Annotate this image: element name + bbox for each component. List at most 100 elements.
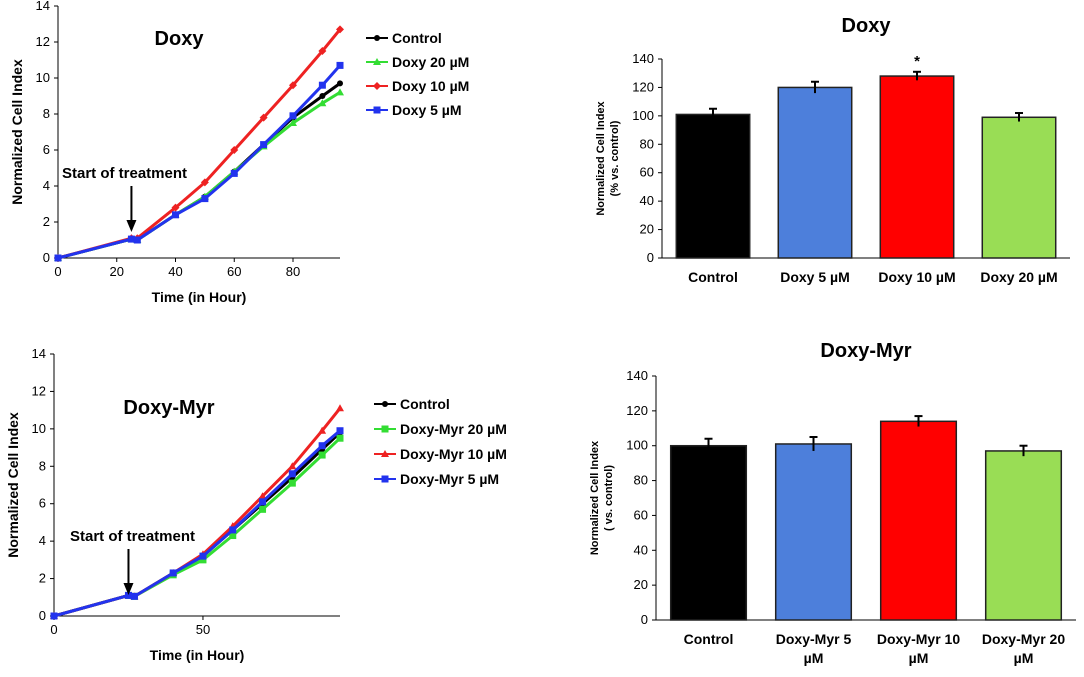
- doxy-myr-line-data-point: [229, 526, 237, 534]
- doxy-myr-bar-category-label: Doxy-Myr 5: [776, 631, 852, 647]
- doxy-myr-bar-category-label: Doxy-Myr 20: [982, 631, 1065, 647]
- doxy-line-data-point: [200, 178, 209, 187]
- doxy-myr-line-y-tick-label: 10: [32, 421, 46, 436]
- doxy-line-data-point: [289, 112, 297, 120]
- doxy-line-data-point: [336, 88, 344, 96]
- doxy-myr-line-x-tick-label: 50: [196, 622, 210, 637]
- doxy-myr-bar-y-tick-label: 0: [641, 612, 648, 627]
- doxy-myr-line-data-point: [199, 556, 207, 564]
- doxy-myr-line-data-point: [259, 505, 267, 513]
- doxy-line-data-point: [289, 119, 297, 126]
- doxy-bar-category-label: Doxy 5 µM: [780, 269, 850, 285]
- doxy-line-data-point: [336, 61, 344, 69]
- doxy-myr-line-data-point: [336, 427, 344, 435]
- doxy-line-legend-marker: [373, 82, 381, 90]
- doxy-bar-y-tick-label: 120: [632, 79, 654, 94]
- doxy-line-legend-marker: [374, 35, 380, 41]
- doxy-line-data-point: [336, 25, 344, 34]
- doxy-bar-y-tick-label: 80: [640, 136, 654, 151]
- doxy-line-legend-marker: [373, 58, 381, 65]
- doxy-myr-line-data-point: [199, 552, 207, 560]
- doxy-bar-bar-2: [879, 75, 955, 259]
- doxy-line-data-point: [318, 47, 327, 55]
- doxy-myr-line-data-point: [318, 426, 327, 434]
- doxy-myr-bar-category-label: Doxy-Myr 10: [877, 631, 960, 647]
- doxy-line-chart: 0 2 4 6 8 10 12 14 0 20 40 60 80 Time (in Hour) Normal…: [9, 0, 469, 305]
- doxy-myr-line-x-axis-label: Time (in Hour): [150, 647, 245, 663]
- doxy-line-data-point: [172, 211, 179, 219]
- doxy-myr-line-series-line-2: [53, 407, 342, 618]
- doxy-myr-bar-chart-title: Doxy-Myr: [820, 340, 911, 362]
- doxy-bar-y-tick-label: 60: [640, 165, 654, 180]
- doxy-bar-category-label: Control: [688, 269, 738, 285]
- doxy-line-x-tick-label: 80: [286, 264, 300, 279]
- doxy-myr-bar-y-tick-label: 40: [634, 542, 648, 557]
- doxy-myr-line-data-point: [50, 612, 58, 620]
- doxy-line-data-point: [319, 93, 326, 99]
- doxy-bar-bar-3: [981, 116, 1057, 259]
- doxy-myr-line-legend-marker: [381, 475, 389, 483]
- doxy-myr-line-y-tick-label: 8: [39, 458, 46, 473]
- doxy-myr-line-legend-label: Doxy-Myr 10 µM: [400, 446, 507, 462]
- doxy-myr-line-legend-label: Doxy-Myr 20 µM: [400, 421, 507, 437]
- doxy-myr-bar-y-tick-label: 60: [634, 507, 648, 522]
- doxy-myr-line-data-point: [259, 498, 267, 506]
- doxy-line-legend-label: Doxy 5 µM: [392, 102, 462, 118]
- doxy-myr-line-data-point: [169, 569, 177, 577]
- doxy-bar-chart-title: Doxy: [842, 15, 892, 37]
- doxy-line-y-tick-label: 6: [43, 142, 50, 157]
- doxy-myr-line-y-tick-label: 0: [39, 608, 46, 623]
- doxy-line-chart-title: Doxy: [155, 28, 205, 50]
- doxy-myr-line-data-point: [229, 532, 237, 540]
- doxy-myr-line-annotation-arrow-head: [123, 583, 134, 595]
- doxy-myr-bar-y-tick-label: 100: [626, 438, 648, 453]
- doxy-line-y-tick-label: 12: [36, 34, 50, 49]
- doxy-myr-bar-category-label: µM: [1014, 650, 1034, 666]
- doxy-myr-line-data-point: [258, 492, 267, 500]
- doxy-myr-bar-bar-2: [879, 420, 958, 621]
- doxy-myr-bar-y-tick-label: 80: [634, 473, 648, 488]
- doxy-line-y-tick-label: 0: [43, 250, 50, 265]
- doxy-myr-bar-y-tick-label: 120: [626, 403, 648, 418]
- doxy-myr-line-y-tick-label: 14: [32, 346, 46, 361]
- doxy-bar-significance-mark: *: [914, 53, 920, 70]
- doxy-bar-y-axis-label-line1: Normalized Cell Index: [595, 100, 607, 215]
- doxy-line-data-point: [230, 146, 239, 154]
- doxy-bar-y-tick-label: 0: [647, 250, 654, 265]
- doxy-myr-bar-y-axis-label-line1: Normalized Cell Index: [589, 440, 601, 555]
- doxy-line-y-axis-label: Normalized Cell Index: [9, 59, 25, 205]
- doxy-line-data-point: [133, 236, 141, 244]
- doxy-myr-line-legend-marker: [381, 425, 389, 433]
- doxy-myr-line-data-point: [318, 442, 326, 450]
- doxy-myr-line-legend-marker: [381, 450, 389, 457]
- doxy-myr-line-y-tick-label: 4: [39, 533, 46, 548]
- doxy-myr-bar-y-tick-label: 140: [626, 368, 648, 383]
- doxy-line-y-tick-label: 10: [36, 70, 50, 85]
- doxy-line-x-tick-label: 60: [227, 264, 241, 279]
- doxy-myr-line-annotation-text: Start of treatment: [70, 528, 195, 545]
- doxy-line-y-tick-label: 2: [43, 214, 50, 229]
- doxy-myr-bar-category-label: µM: [804, 650, 824, 666]
- doxy-myr-line-legend-label: Control: [400, 396, 450, 412]
- doxy-line-series-line-2: [57, 28, 342, 260]
- doxy-line-x-tick-label: 20: [110, 264, 124, 279]
- doxy-line-data-point: [127, 235, 135, 243]
- doxy-line-y-tick-label: 4: [43, 178, 50, 193]
- doxy-bar-category-label: Doxy 20 µM: [980, 269, 1057, 285]
- doxy-line-legend-marker: [373, 106, 381, 114]
- doxy-myr-bar-y-tick-label: 20: [634, 577, 648, 592]
- doxy-myr-bar-chart: 0 20 40 60 80 100 120 140 Doxy-Myr Normalized Cel…: [589, 340, 1076, 666]
- doxy-myr-line-y-tick-label: 2: [39, 571, 46, 586]
- doxy-myr-line-data-point: [336, 434, 344, 442]
- doxy-line-series-line-3: [57, 64, 342, 260]
- doxy-line-data-point: [260, 141, 268, 149]
- doxy-line-data-point: [337, 80, 343, 87]
- doxy-myr-line-data-point: [336, 404, 344, 412]
- doxy-myr-line-chart: 0 2 4 6 8 10 12 14 0 50 Time (in Hour) Normalized C…: [5, 346, 507, 663]
- doxy-line-legend-label: Doxy 20 µM: [392, 54, 469, 70]
- doxy-bar-chart: 0 20 40 60 80 100 120 140 Doxy Normalized Cell In…: [595, 15, 1070, 285]
- doxy-line-x-tick-label: 40: [168, 264, 182, 279]
- doxy-myr-bar-category-label: µM: [909, 650, 929, 666]
- doxy-line-annotation-text: Start of treatment: [62, 165, 187, 182]
- doxy-myr-line-x-tick-label: 0: [50, 622, 57, 637]
